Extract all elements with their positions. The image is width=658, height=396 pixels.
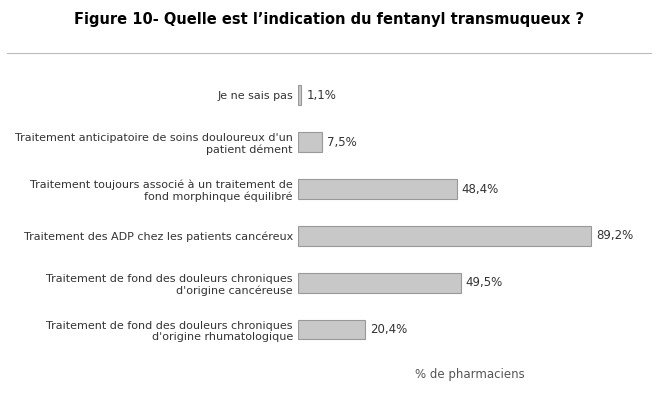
Bar	[297, 226, 591, 246]
Text: 20,4%: 20,4%	[370, 323, 407, 336]
Bar	[297, 273, 461, 293]
Text: 49,5%: 49,5%	[465, 276, 503, 289]
Text: Figure 10- Quelle est l’indication du fentanyl transmuqueux ?: Figure 10- Quelle est l’indication du fe…	[74, 12, 584, 27]
Bar	[297, 86, 301, 105]
Text: 48,4%: 48,4%	[462, 183, 499, 196]
Text: 89,2%: 89,2%	[596, 229, 633, 242]
Bar	[297, 179, 457, 199]
Bar	[297, 320, 365, 339]
X-axis label: % de pharmaciens: % de pharmaciens	[415, 368, 525, 381]
Text: 1,1%: 1,1%	[306, 89, 336, 102]
Text: 7,5%: 7,5%	[327, 136, 357, 148]
Bar	[297, 132, 322, 152]
